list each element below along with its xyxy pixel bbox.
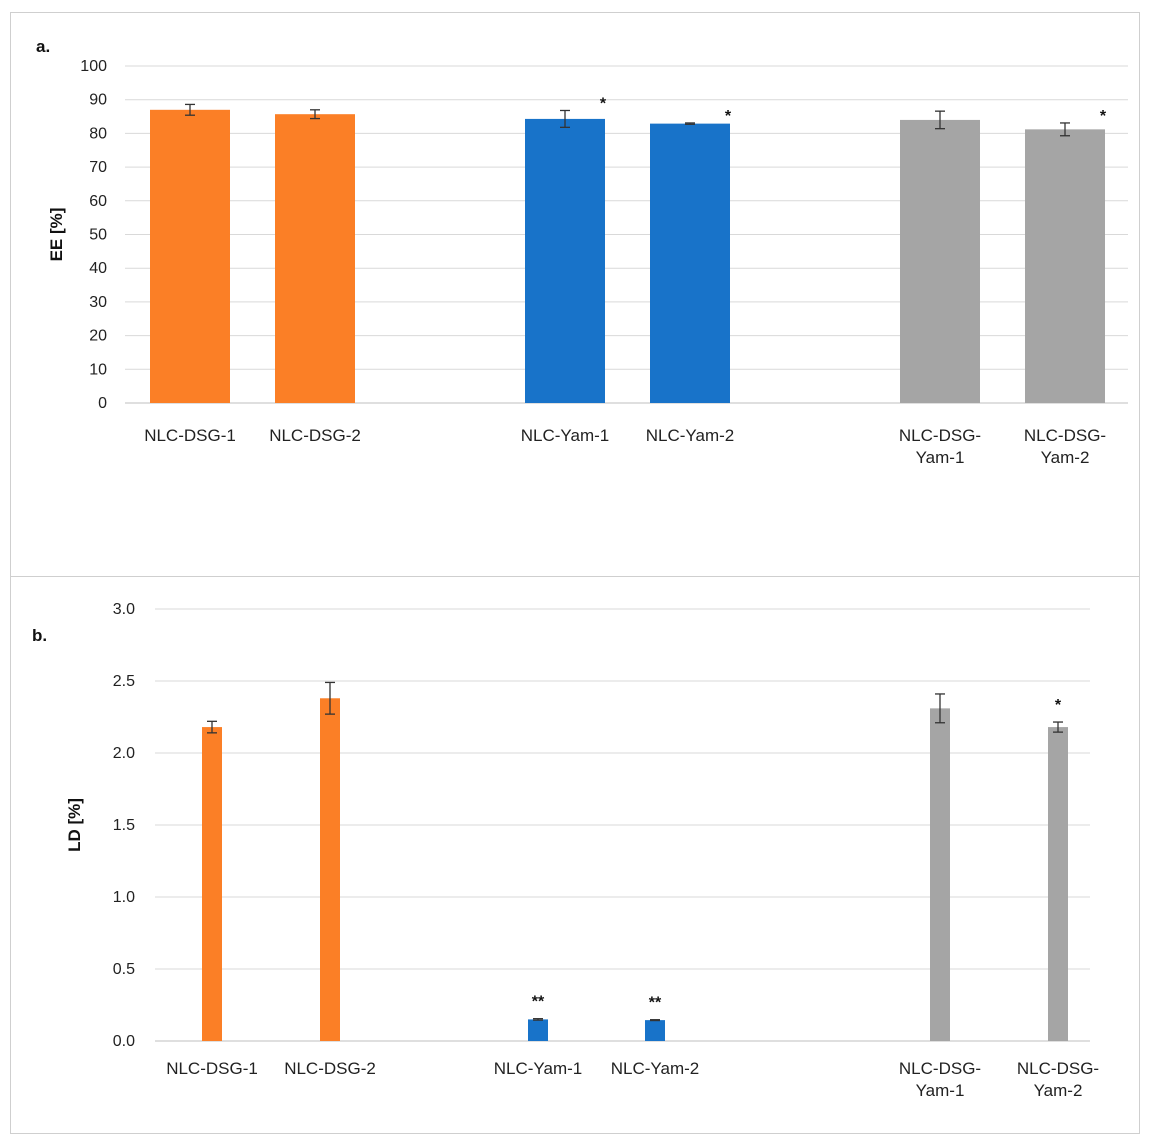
x-category-label-line: NLC-Yam-1 xyxy=(521,426,609,445)
bar xyxy=(525,118,605,403)
y-tick-label: 80 xyxy=(89,125,107,142)
x-category-label: NLC-DSG- Yam-2 xyxy=(1024,426,1106,467)
y-tick-label: 2.0 xyxy=(113,745,135,762)
x-category-label-line: NLC-DSG- xyxy=(1024,426,1106,445)
x-category-label-line: NLC-DSG- xyxy=(1017,1059,1099,1078)
significance-mark: * xyxy=(1100,108,1107,125)
x-category-label: NLC-DSG- Yam-1 xyxy=(899,426,981,467)
error-bar xyxy=(207,720,217,734)
bar xyxy=(900,119,980,404)
bar xyxy=(930,708,950,1041)
y-axis-label: EE [%] xyxy=(47,208,66,262)
x-category-label: NLC-DSG-1 xyxy=(166,1059,258,1078)
bar xyxy=(202,727,222,1041)
error-bar xyxy=(533,1018,543,1021)
x-category-label: NLC-Yam-1 xyxy=(494,1059,582,1078)
y-tick-label: 20 xyxy=(89,328,107,345)
x-category-label-line: NLC-DSG- xyxy=(899,1059,981,1078)
y-tick-label: 2.5 xyxy=(113,673,135,690)
figure-frame xyxy=(10,12,1140,1134)
x-category-label: NLC-DSG- Yam-1 xyxy=(899,1059,981,1100)
bar xyxy=(1048,727,1068,1041)
y-tick-label: 30 xyxy=(89,294,107,311)
y-tick-label: 3.0 xyxy=(113,601,135,618)
bar xyxy=(1025,129,1105,403)
x-category-label: NLC-DSG- Yam-2 xyxy=(1017,1059,1099,1100)
significance-mark: * xyxy=(1055,697,1062,714)
bar xyxy=(150,109,230,403)
error-bar xyxy=(935,693,945,724)
x-category-label-line: NLC-DSG-1 xyxy=(144,426,236,445)
bar xyxy=(650,123,730,403)
x-category-label: NLC-Yam-2 xyxy=(611,1059,699,1078)
y-tick-label: 1.0 xyxy=(113,889,135,906)
y-tick-label: 100 xyxy=(80,58,107,75)
y-tick-label: 50 xyxy=(89,227,107,244)
error-bar xyxy=(1053,721,1063,733)
panel-label: b. xyxy=(32,626,47,645)
y-tick-label: 0.5 xyxy=(113,961,135,978)
x-category-label-line: NLC-Yam-1 xyxy=(494,1059,582,1078)
chart-panel-2: b. 0.0 0.5 1.0 1.5 2.0 2.5 3.0 LD [%] NLC-DSG-1 NL… xyxy=(32,601,1099,1100)
x-category-label: NLC-DSG-2 xyxy=(284,1059,376,1078)
x-category-label-line: NLC-Yam-2 xyxy=(646,426,734,445)
x-category-label-line: NLC-DSG-2 xyxy=(269,426,361,445)
bar xyxy=(528,1019,548,1041)
x-category-label-line: NLC-DSG-2 xyxy=(284,1059,376,1078)
bar xyxy=(320,698,340,1041)
error-bar xyxy=(310,109,320,120)
x-category-label: NLC-Yam-1 xyxy=(521,426,609,445)
y-tick-label: 10 xyxy=(89,361,107,378)
error-bar xyxy=(935,110,945,130)
x-category-label-line: Yam-1 xyxy=(916,1081,965,1100)
significance-mark: * xyxy=(600,95,607,112)
y-tick-label: 90 xyxy=(89,92,107,109)
x-category-label-line: Yam-2 xyxy=(1041,448,1090,467)
x-category-label: NLC-DSG-1 xyxy=(144,426,236,445)
x-category-label-line: Yam-1 xyxy=(916,448,965,467)
error-bar xyxy=(1060,122,1070,137)
bar xyxy=(645,1020,665,1041)
panel-divider xyxy=(10,576,1140,577)
significance-mark: * xyxy=(725,108,732,125)
significance-mark: ** xyxy=(649,995,662,1012)
y-tick-label: 0.0 xyxy=(113,1033,135,1050)
x-category-label-line: NLC-DSG- xyxy=(899,426,981,445)
error-bar xyxy=(560,109,570,128)
bar xyxy=(275,114,355,403)
error-bar xyxy=(325,681,335,715)
error-bar xyxy=(185,103,195,116)
y-tick-label: 40 xyxy=(89,260,107,277)
y-tick-label: 0 xyxy=(98,395,107,412)
y-axis-label: LD [%] xyxy=(65,798,84,852)
significance-mark: ** xyxy=(532,994,545,1011)
chart-panel-1: a. 0 10 20 30 40 50 60 70 80 90 100 EE [%] NLC-DSG-1 N… xyxy=(36,37,1128,467)
x-category-label: NLC-Yam-2 xyxy=(646,426,734,445)
y-tick-label: 1.5 xyxy=(113,817,135,834)
y-tick-label: 60 xyxy=(89,193,107,210)
x-category-label: NLC-DSG-2 xyxy=(269,426,361,445)
x-category-label-line: Yam-2 xyxy=(1034,1081,1083,1100)
panel-label: a. xyxy=(36,37,50,56)
error-bar xyxy=(685,122,695,125)
x-category-label-line: NLC-Yam-2 xyxy=(611,1059,699,1078)
x-category-label-line: NLC-DSG-1 xyxy=(166,1059,258,1078)
y-tick-label: 70 xyxy=(89,159,107,176)
error-bar xyxy=(650,1019,660,1022)
